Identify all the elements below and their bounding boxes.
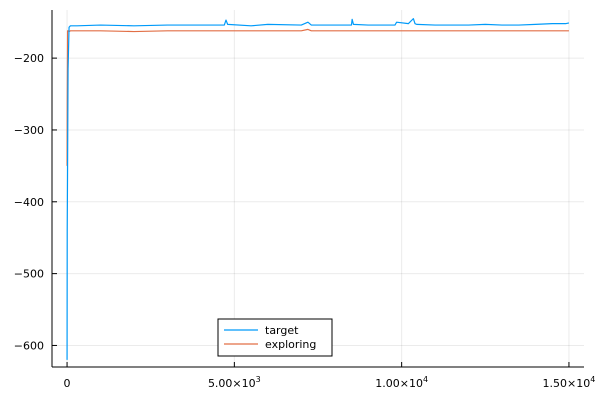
legend-label-exploring: exploring — [265, 338, 316, 351]
series-lines — [66, 18, 570, 360]
legend-label-target: target — [265, 324, 299, 337]
legend-box — [217, 318, 333, 357]
x-tick-label: 1.00×104 — [375, 375, 428, 390]
axis-ticks: −600 −500 −400 −300 −200 0 5.00×103 1.00×104 1.5… — [14, 52, 596, 390]
series-line-exploring — [66, 28, 569, 166]
x-tick-label: 5.00×103 — [208, 375, 261, 390]
y-tick-label: −300 — [14, 124, 44, 137]
y-tick-label: −600 — [14, 339, 44, 352]
grid — [52, 10, 584, 367]
legend: target exploring — [217, 318, 333, 357]
x-tick-label: 0 — [64, 377, 71, 390]
y-tick-label: −500 — [14, 268, 44, 281]
y-tick-label: −400 — [14, 196, 44, 209]
y-tick-label: −200 — [14, 52, 44, 65]
x-tick-label: 1.50×104 — [543, 375, 596, 390]
series-line-target — [66, 18, 570, 360]
